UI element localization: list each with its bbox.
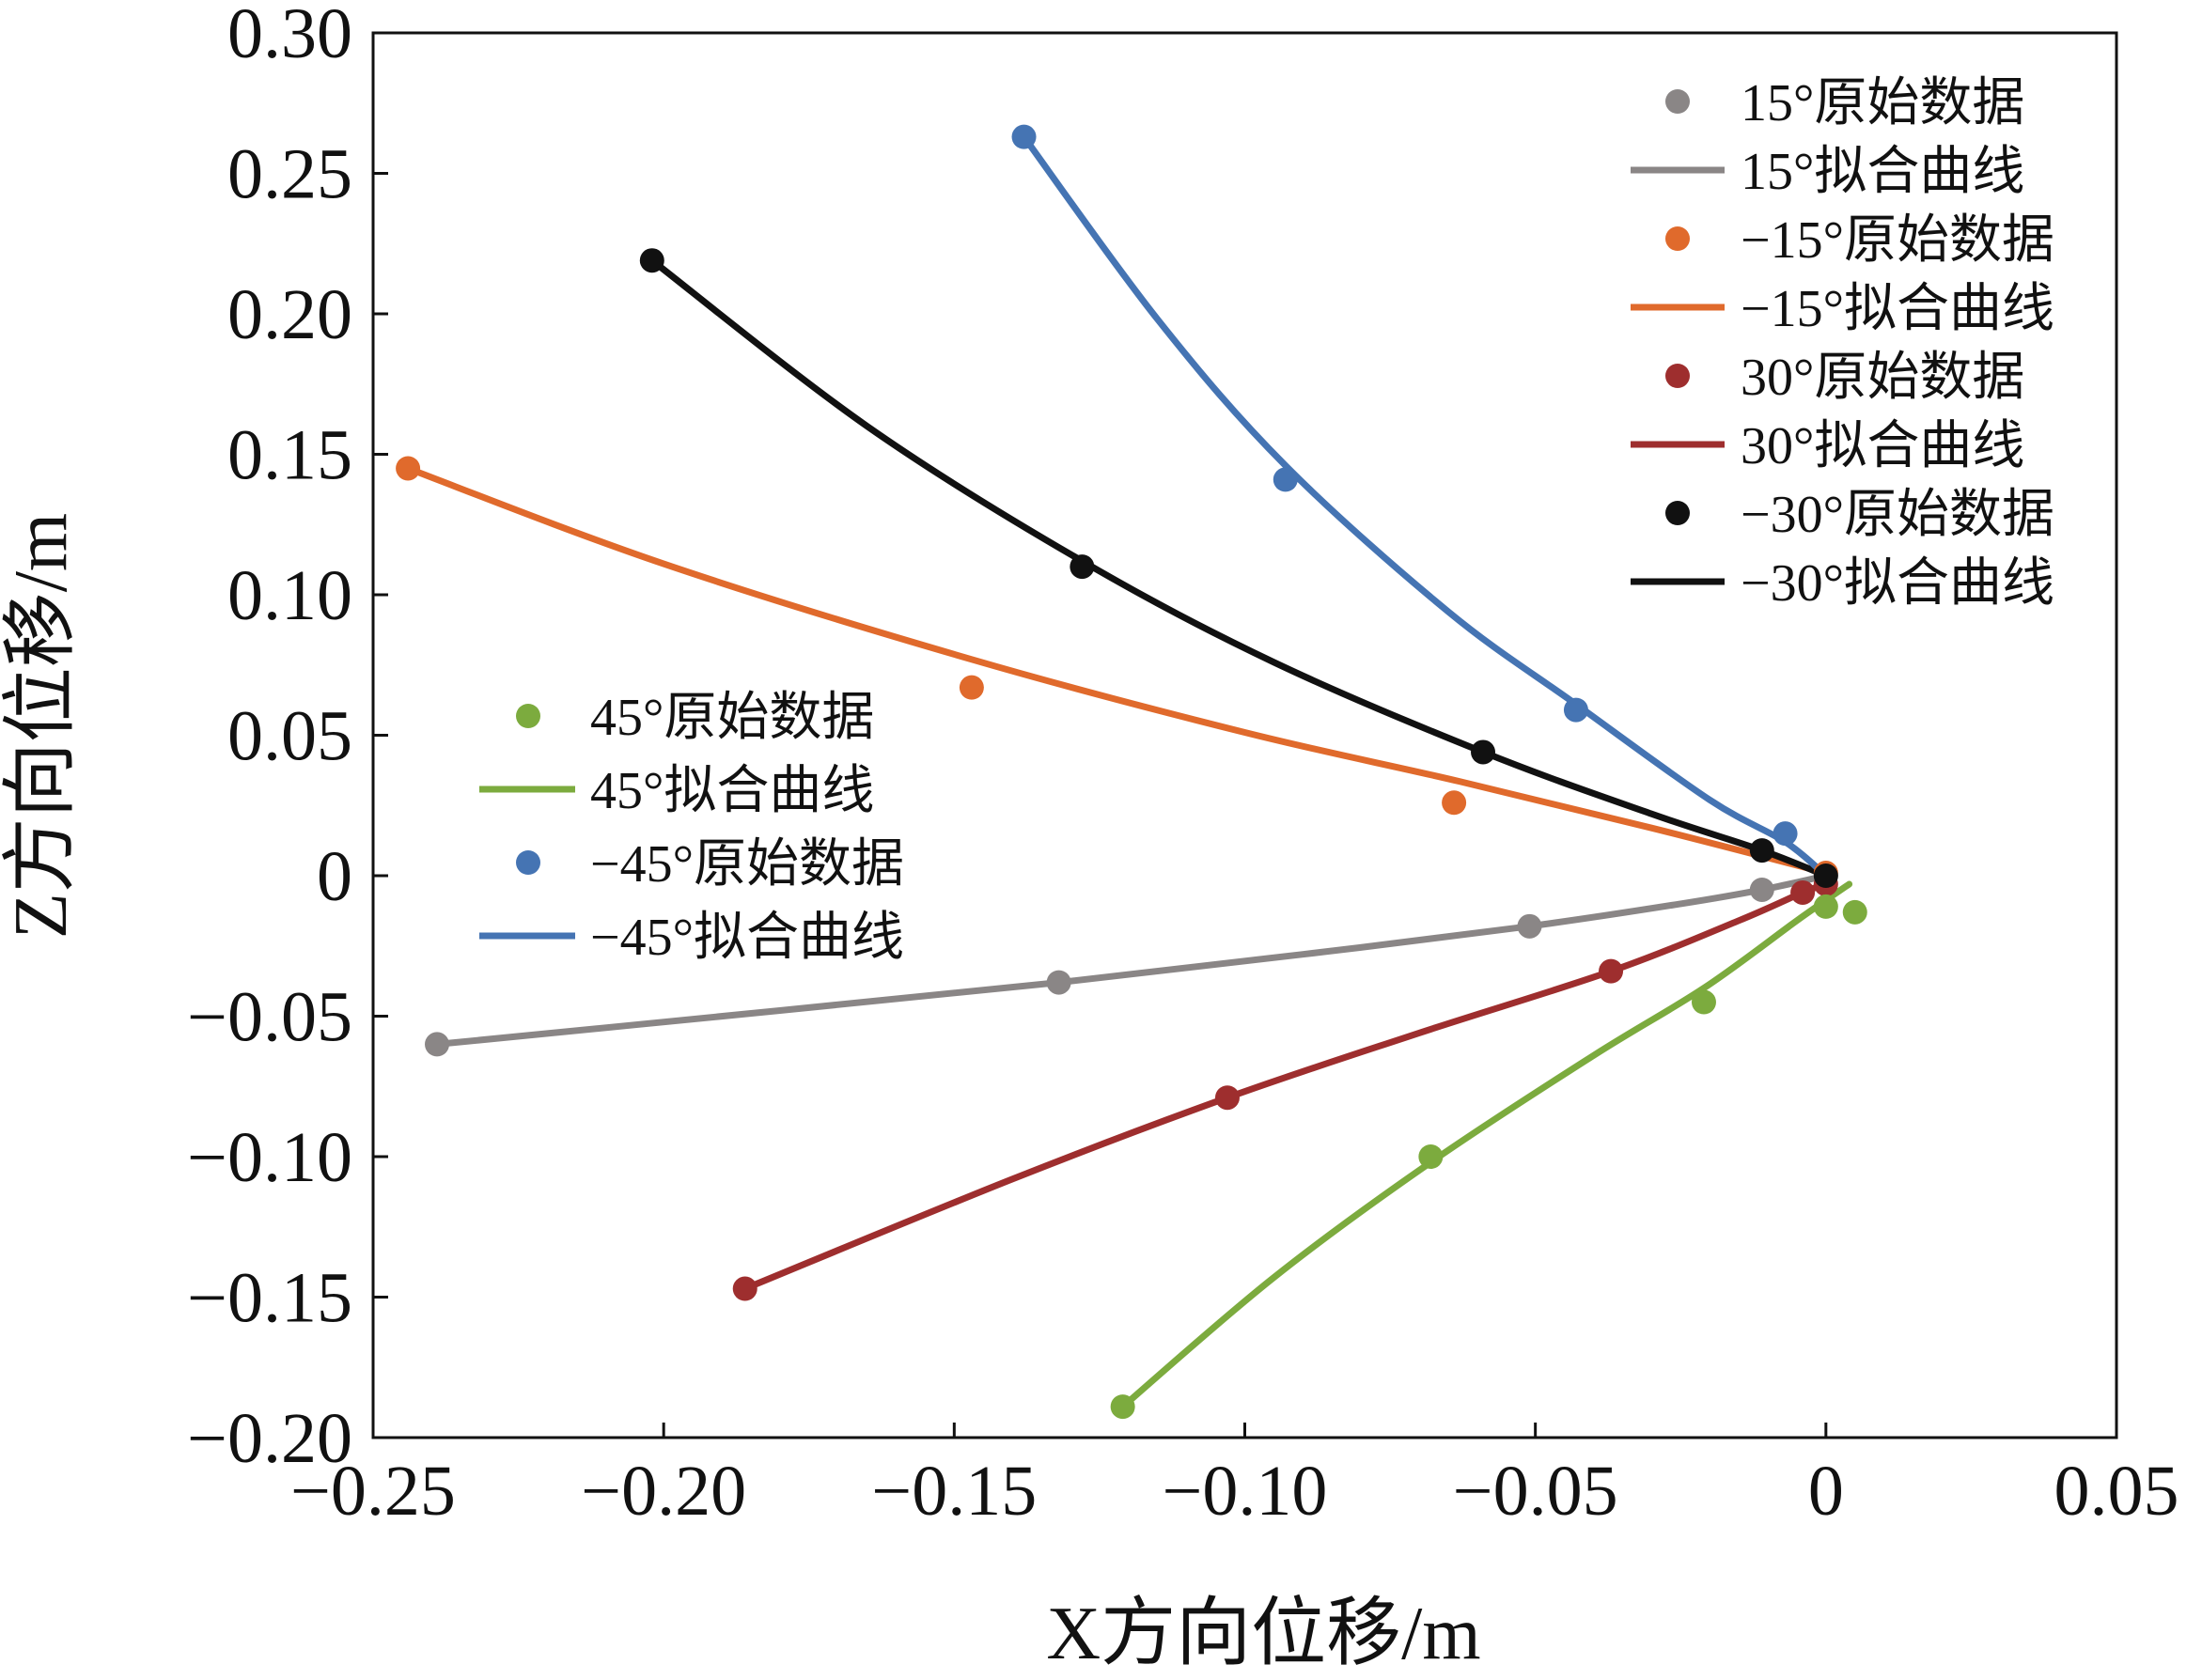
y-tick-label: −0.05 [187, 978, 352, 1057]
x-tick-label: −0.10 [1163, 1452, 1328, 1531]
legend-label-points-p45: 45°原始数据 [590, 689, 874, 747]
legend-top-right: 15°原始数据 15°拟合曲线 −15°原始数据 −15°拟合曲线 30°原始数据 30°… [1631, 74, 2054, 613]
legend-label-points-n45: −45°原始数据 [590, 835, 904, 894]
y-axis-ticks: −0.20 −0.15 −0.10 −0.05 0 0.05 0.10 0.15 0.20 0.2… [187, 0, 388, 1478]
legend-label-curve-n45: −45°拟合曲线 [590, 909, 904, 967]
y-axis-title: Z方向位移/m [0, 513, 83, 939]
data-point-n15 [959, 675, 984, 700]
data-point-n45 [1011, 124, 1037, 149]
legend-marker-n15 [1665, 226, 1690, 251]
data-point-p45 [1813, 894, 1838, 919]
legend-marker-n30 [1665, 501, 1690, 525]
legend-label-curve-p15: 15°拟合曲线 [1741, 143, 2024, 201]
data-point-n45 [1773, 821, 1798, 847]
legend-label-curve-p45: 45°拟合曲线 [590, 762, 874, 820]
fit-curves [404, 133, 1853, 1410]
legend-marker-n45 [516, 850, 540, 875]
legend-label-points-p30: 30°原始数据 [1741, 349, 2024, 407]
data-points [396, 124, 1867, 1420]
data-point-n30 [1471, 739, 1496, 765]
data-point-n15 [1442, 790, 1467, 816]
fit-curve-n15 [404, 465, 1830, 877]
data-point-p30 [1790, 879, 1816, 905]
fit-curve-n30 [648, 257, 1830, 879]
x-axis-ticks: −0.25 −0.20 −0.15 −0.10 −0.05 0 0.05 [290, 1423, 2179, 1531]
y-tick-label: 0.05 [227, 697, 352, 776]
data-point-n15 [396, 456, 421, 481]
data-point-p30 [732, 1276, 757, 1301]
y-tick-label: 0.25 [227, 135, 352, 214]
y-tick-label: 0 [317, 837, 352, 916]
x-tick-label: 0.05 [2054, 1452, 2179, 1531]
data-point-p15 [1046, 970, 1071, 995]
legend-label-points-n30: −30°原始数据 [1741, 486, 2054, 544]
data-point-p45 [1691, 989, 1716, 1015]
legend-label-curve-n30: −30°拟合曲线 [1741, 554, 2054, 613]
x-tick-label: −0.15 [871, 1452, 1037, 1531]
data-point-n45 [1273, 467, 1298, 492]
data-point-p45 [1418, 1144, 1444, 1169]
data-point-p45 [1110, 1394, 1135, 1420]
fit-curve-n45 [1021, 133, 1830, 879]
legend-marker-p30 [1665, 364, 1690, 388]
y-tick-label: −0.10 [187, 1118, 352, 1197]
legend-marker-p45 [516, 704, 540, 728]
y-tick-label: −0.20 [187, 1399, 352, 1478]
y-tick-label: 0.10 [227, 556, 352, 635]
data-point-p30 [1214, 1085, 1240, 1111]
data-point-p45 [1842, 899, 1867, 925]
data-point-n30 [1070, 554, 1095, 580]
fit-curve-p15 [433, 872, 1830, 1048]
x-tick-label: −0.05 [1453, 1452, 1618, 1531]
data-point-n30 [639, 248, 664, 273]
legend-label-curve-n15: −15°拟合曲线 [1741, 280, 2054, 338]
y-tick-label: 0.30 [227, 0, 352, 73]
fit-curve-p30 [742, 880, 1830, 1292]
data-point-n45 [1563, 697, 1588, 723]
fit-curve-p45 [1119, 880, 1853, 1410]
legend-middle-left: 45°原始数据 45°拟合曲线 −45°原始数据 −45°拟合曲线 [479, 689, 904, 967]
data-point-n30 [1749, 838, 1774, 863]
x-tick-label: −0.25 [290, 1452, 456, 1531]
y-tick-label: 0.15 [227, 416, 352, 495]
data-point-p15 [1749, 877, 1774, 902]
y-tick-label: −0.15 [187, 1259, 352, 1338]
legend-label-curve-p30: 30°拟合曲线 [1741, 417, 2024, 475]
x-tick-label: 0 [1808, 1452, 1844, 1531]
data-point-p30 [1599, 958, 1624, 984]
x-tick-label: −0.20 [581, 1452, 746, 1531]
y-tick-label: 0.20 [227, 275, 352, 354]
legend-marker-p15 [1665, 89, 1690, 114]
legend-label-points-p15: 15°原始数据 [1741, 74, 2024, 132]
legend-label-points-n15: −15°原始数据 [1741, 211, 2054, 270]
data-point-p15 [425, 1032, 450, 1057]
x-axis-title: X方向位移/m [1046, 1593, 1480, 1675]
data-point-n30 [1813, 863, 1838, 888]
data-point-p15 [1517, 913, 1542, 939]
